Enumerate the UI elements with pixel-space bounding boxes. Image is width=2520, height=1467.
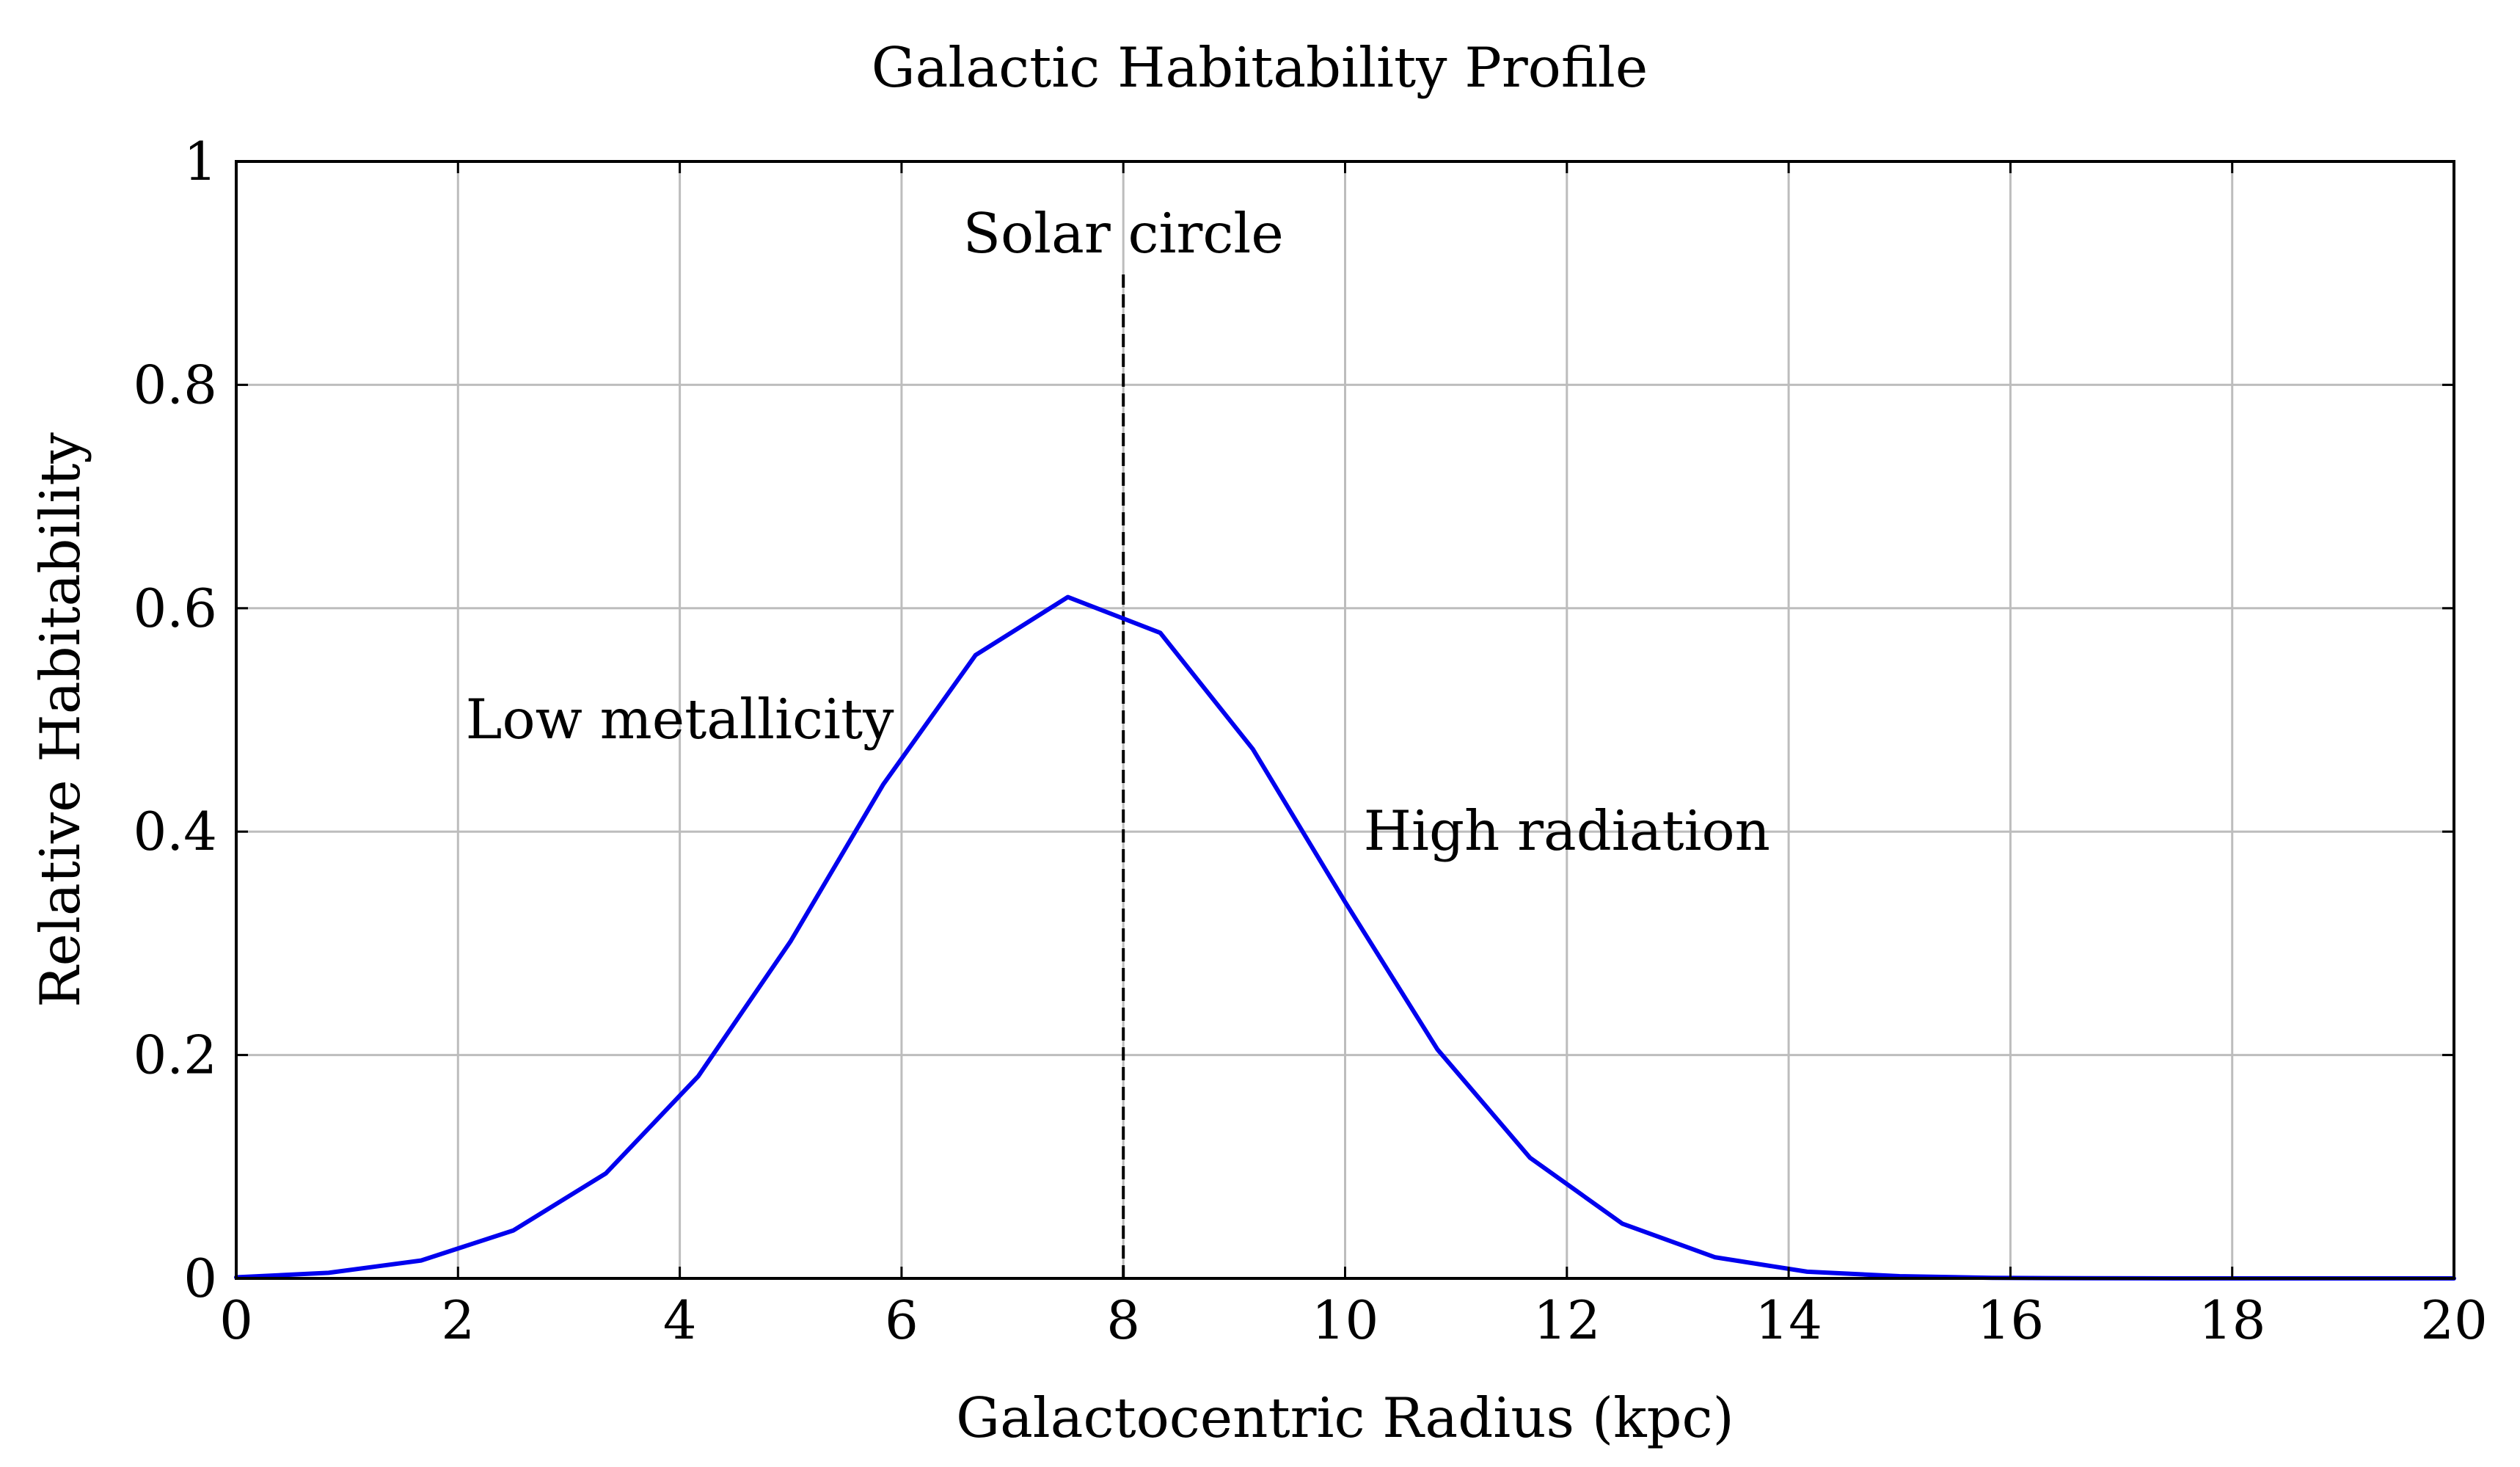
x-tick-label: 0: [219, 1289, 253, 1351]
chart-title: Galactic Habitability Profile: [872, 35, 1648, 100]
high-radiation-label: High radiation: [1364, 798, 1770, 863]
x-tick-label: 16: [1977, 1289, 2045, 1351]
y-tick-label: 0.4: [133, 801, 217, 862]
x-tick-label: 18: [2199, 1289, 2266, 1351]
y-tick-label: 0.2: [133, 1024, 217, 1086]
x-tick-label: 2: [441, 1289, 475, 1351]
x-tick-label: 10: [1312, 1289, 1379, 1351]
x-tick-label: 6: [885, 1289, 918, 1351]
y-tick-label: 1: [183, 131, 217, 192]
tick-layer: 0 2 4 6 8 10 12 14 16 18 20 0 0.2 0.4 0.6 0.8 1: [133, 131, 2487, 1351]
x-tick-label: 4: [663, 1289, 697, 1351]
solar-circle-label: Solar circle: [963, 201, 1284, 266]
y-tick-label: 0: [183, 1248, 217, 1309]
x-tick-label: 14: [1755, 1289, 1822, 1351]
x-tick-label: 20: [2420, 1289, 2488, 1351]
low-metallicity-label: Low metallicity: [466, 687, 894, 751]
x-tick-label: 12: [1533, 1289, 1601, 1351]
x-tick-label: 8: [1106, 1289, 1140, 1351]
x-axis-label: Galactocentric Radius (kpc): [956, 1386, 1734, 1450]
annotation-layer: Solar circle Low metallicity High radiatio…: [466, 201, 1770, 863]
grid-layer: [236, 161, 2454, 1278]
y-tick-label: 0.8: [133, 354, 217, 415]
y-tick-label: 0.6: [133, 578, 217, 639]
y-axis-label: Relative Habitability: [28, 432, 92, 1008]
label-layer: Galactic Habitability Profile Galactocen…: [28, 35, 1734, 1450]
